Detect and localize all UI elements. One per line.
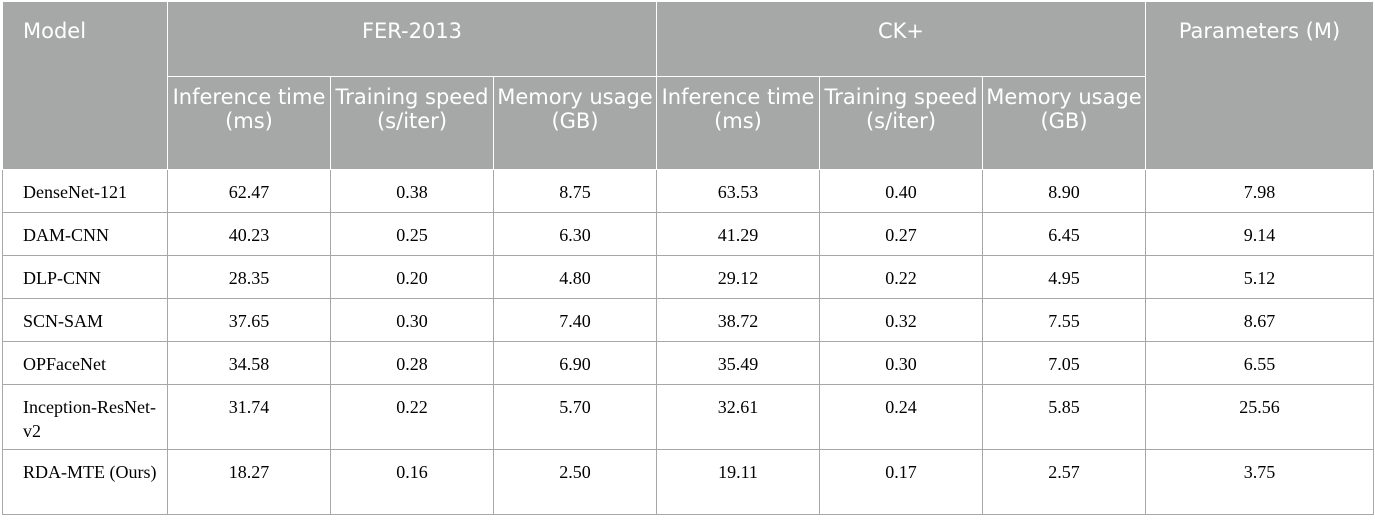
header-fer-memory-usage: Memory usage (GB) [493,76,657,170]
cell-value: 0.30 [819,341,983,385]
comparison-table: Model FER-2013 CK+ Parameters (M) Infere… [2,1,1375,515]
table-row: DAM-CNN 40.23 0.25 6.30 41.29 0.27 6.45 … [2,212,1375,256]
header-row-groups: Model FER-2013 CK+ Parameters (M) [2,1,1375,170]
table-row: RDA-MTE (Ours) 18.27 0.16 2.50 19.11 0.1… [2,449,1375,515]
cell-value: 7.05 [981,341,1147,385]
cell-value: 40.23 [167,212,331,256]
cell-value: 19.11 [656,449,820,515]
cell-value: 0.22 [819,255,983,299]
cell-value: 6.45 [981,212,1147,256]
table-row: OPFaceNet 34.58 0.28 6.90 35.49 0.30 7.0… [2,341,1375,385]
cell-model-name: DenseNet-121 [2,169,168,213]
cell-value: 6.90 [493,341,657,385]
header-group-ckplus: CK+ [655,1,1147,77]
cell-value: 4.95 [981,255,1147,299]
cell-model-name: SCN-SAM [2,298,168,342]
header-row-metrics: Inference time (ms) Training speed (s/it… [3,76,1374,170]
cell-value: 0.20 [330,255,494,299]
cell-value: 7.98 [1145,169,1375,213]
header-fer-training-speed: Training speed (s/iter) [330,76,494,170]
cell-value: 38.72 [656,298,820,342]
cell-model-name: Inception-ResNet-v2 [2,384,168,450]
cell-value: 31.74 [167,384,331,450]
header-parameters: Parameters (M) [1145,1,1375,170]
cell-value: 29.12 [656,255,820,299]
cell-value: 0.17 [819,449,983,515]
cell-model-name: DAM-CNN [2,212,168,256]
cell-value: 9.14 [1145,212,1375,256]
cell-value: 34.58 [167,341,331,385]
table-row: SCN-SAM 37.65 0.30 7.40 38.72 0.32 7.55 … [2,298,1375,342]
cell-value: 63.53 [656,169,820,213]
cell-value: 8.90 [981,169,1147,213]
cell-value: 3.75 [1145,449,1375,515]
table-body: DenseNet-121 62.47 0.38 8.75 63.53 0.40 … [2,169,1375,515]
header-fer-inference-time: Inference time (ms) [167,76,331,170]
cell-value: 8.67 [1145,298,1375,342]
cell-value: 4.80 [493,255,657,299]
table-row: DLP-CNN 28.35 0.20 4.80 29.12 0.22 4.95 … [2,255,1375,299]
cell-value: 0.28 [330,341,494,385]
header-ck-memory-usage: Memory usage (GB) [981,76,1147,170]
cell-value: 6.55 [1145,341,1375,385]
table-header: Model FER-2013 CK+ Parameters (M) Infere… [2,1,1375,170]
cell-value: 8.75 [493,169,657,213]
cell-value: 0.30 [330,298,494,342]
header-group-fer2013: FER-2013 [167,1,657,77]
cell-value: 0.27 [819,212,983,256]
cell-value: 2.50 [493,449,657,515]
header-model: Model [2,1,168,170]
cell-value: 0.24 [819,384,983,450]
cell-value: 0.16 [330,449,494,515]
cell-model-name: RDA-MTE (Ours) [2,449,168,515]
cell-value: 0.22 [330,384,494,450]
cell-value: 6.30 [493,212,657,256]
cell-value: 35.49 [656,341,820,385]
table-row: Inception-ResNet-v2 31.74 0.22 5.70 32.6… [2,384,1375,450]
cell-value: 62.47 [167,169,331,213]
table-row: DenseNet-121 62.47 0.38 8.75 63.53 0.40 … [2,169,1375,213]
cell-value: 41.29 [656,212,820,256]
cell-model-name: OPFaceNet [2,341,168,385]
cell-value: 37.65 [167,298,331,342]
header-ck-inference-time: Inference time (ms) [656,76,820,170]
cell-value: 7.55 [981,298,1147,342]
cell-value: 18.27 [167,449,331,515]
cell-value: 28.35 [167,255,331,299]
header-ck-training-speed: Training speed (s/iter) [819,76,983,170]
cell-value: 5.70 [493,384,657,450]
cell-value: 32.61 [656,384,820,450]
cell-value: 0.40 [819,169,983,213]
cell-value: 5.12 [1145,255,1375,299]
cell-value: 5.85 [981,384,1147,450]
cell-value: 0.38 [330,169,494,213]
cell-model-name: DLP-CNN [2,255,168,299]
cell-value: 2.57 [981,449,1147,515]
cell-value: 7.40 [493,298,657,342]
cell-value: 25.56 [1145,384,1375,450]
cell-value: 0.25 [330,212,494,256]
cell-value: 0.32 [819,298,983,342]
